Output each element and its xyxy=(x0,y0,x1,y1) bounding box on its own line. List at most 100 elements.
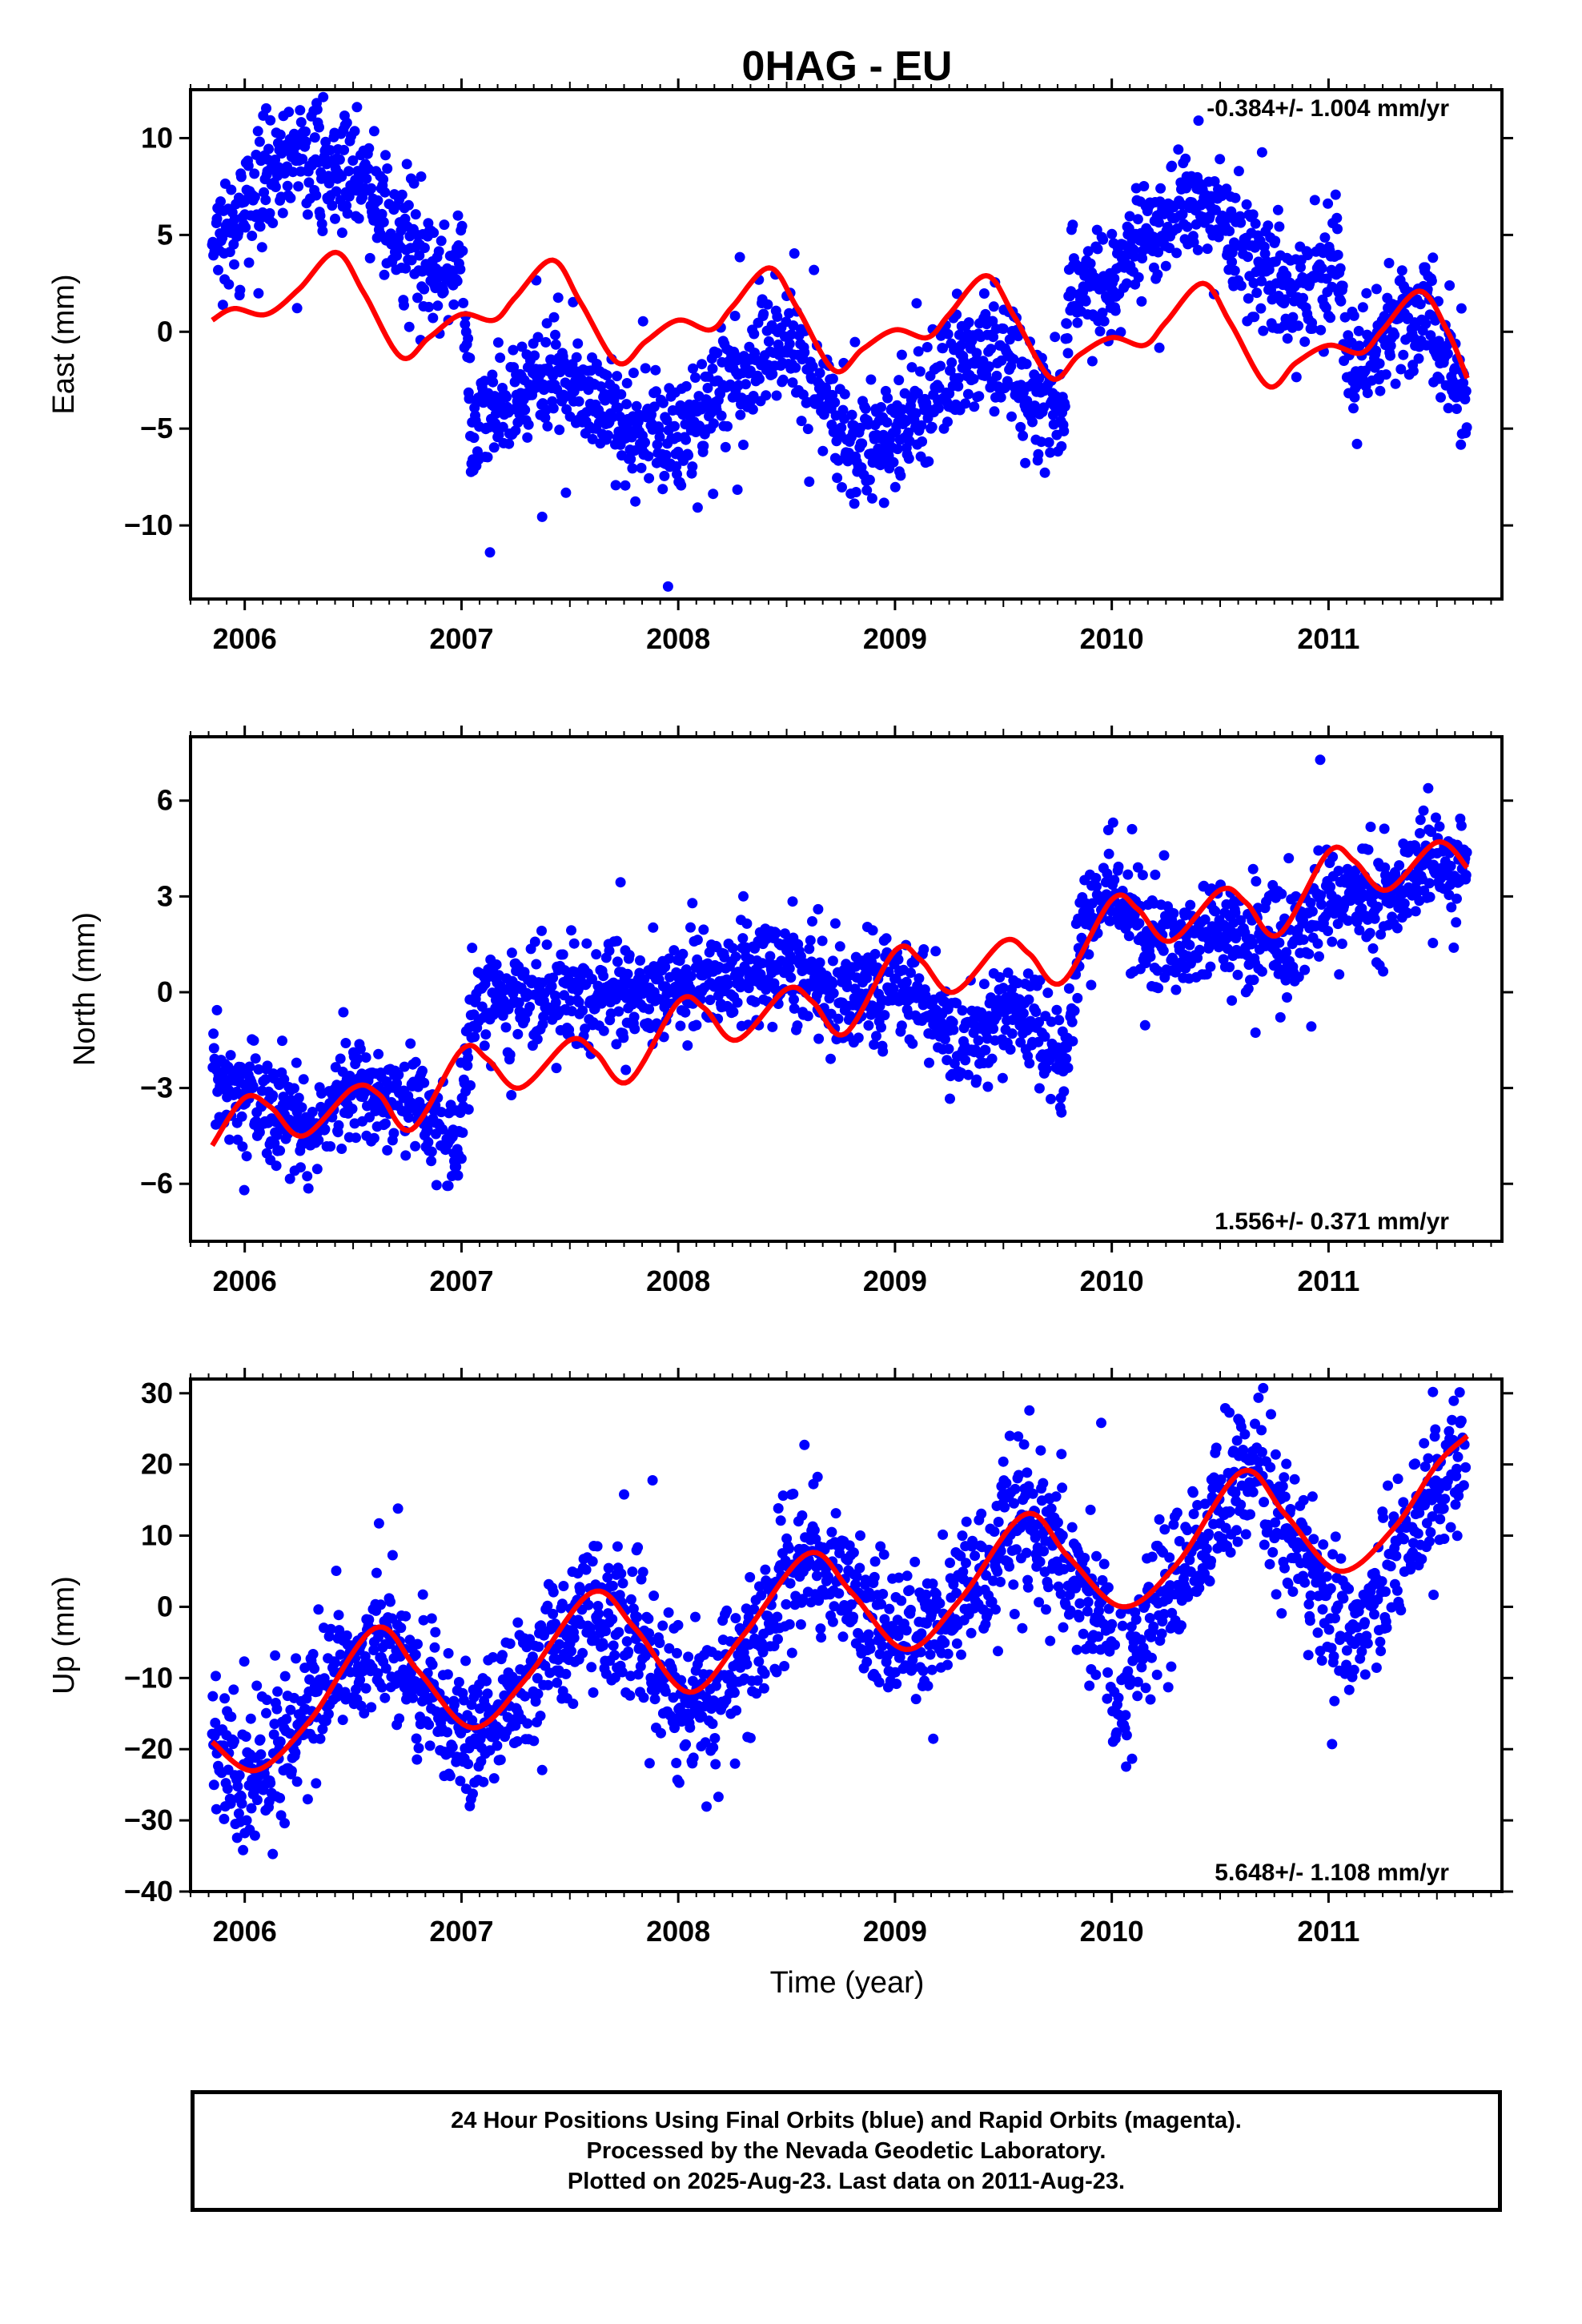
data-point xyxy=(532,1688,544,1699)
data-point xyxy=(535,1711,546,1722)
data-point xyxy=(1170,984,1182,995)
data-point xyxy=(313,1135,324,1146)
data-point xyxy=(457,245,468,256)
data-point xyxy=(577,1647,588,1659)
data-point xyxy=(624,950,635,961)
data-point xyxy=(245,1713,256,1724)
data-point xyxy=(508,344,519,356)
data-point xyxy=(536,1764,548,1775)
data-point xyxy=(311,1778,322,1789)
data-point xyxy=(945,365,956,376)
data-point xyxy=(877,1046,889,1057)
data-point xyxy=(219,1693,231,1704)
data-point xyxy=(302,1171,313,1182)
data-point xyxy=(249,1830,260,1841)
data-point xyxy=(722,420,733,432)
data-point xyxy=(286,1765,297,1776)
data-point xyxy=(260,195,271,206)
data-point xyxy=(335,1053,346,1064)
data-point xyxy=(755,969,766,979)
data-point xyxy=(896,349,907,360)
data-point xyxy=(1281,947,1292,958)
data-point xyxy=(334,154,345,165)
data-point xyxy=(495,352,506,364)
data-point xyxy=(293,1092,304,1104)
data-point xyxy=(680,1007,691,1018)
data-point xyxy=(661,449,672,460)
data-point xyxy=(651,386,661,397)
data-point xyxy=(481,1675,492,1687)
data-point xyxy=(1282,992,1292,1003)
y-tick-label: 10 xyxy=(141,121,173,154)
data-point xyxy=(612,371,623,382)
data-point xyxy=(311,104,323,115)
data-point xyxy=(226,184,237,195)
data-point xyxy=(784,338,795,349)
data-point xyxy=(412,1754,423,1765)
data-point xyxy=(1133,271,1144,283)
data-point xyxy=(598,1025,609,1036)
data-point xyxy=(463,1104,474,1115)
data-point xyxy=(277,1035,287,1047)
data-point xyxy=(627,463,638,474)
data-point xyxy=(1256,966,1267,977)
data-point xyxy=(1109,273,1120,284)
data-point xyxy=(644,1628,655,1639)
data-points xyxy=(207,1382,1472,1860)
data-point xyxy=(1153,217,1164,228)
data-point xyxy=(1042,987,1054,999)
data-point xyxy=(452,275,463,287)
data-point xyxy=(1275,1011,1286,1023)
data-point xyxy=(480,1029,492,1040)
data-point xyxy=(974,391,985,402)
data-point xyxy=(360,1683,371,1694)
data-point xyxy=(251,1680,263,1691)
data-point xyxy=(368,126,379,137)
data-point xyxy=(442,1669,453,1680)
data-point xyxy=(325,1141,336,1152)
data-point xyxy=(1034,1083,1045,1094)
data-point xyxy=(428,227,440,239)
data-point xyxy=(829,918,841,929)
data-point xyxy=(520,404,531,416)
data-point xyxy=(460,319,471,330)
data-point xyxy=(413,1743,424,1754)
data-point xyxy=(355,1043,366,1055)
data-point xyxy=(522,1718,533,1729)
data-point xyxy=(424,1740,436,1751)
data-point xyxy=(1378,966,1389,977)
data-point xyxy=(1027,416,1038,428)
data-point xyxy=(488,376,499,388)
data-point xyxy=(639,974,650,985)
data-point xyxy=(1034,975,1046,986)
data-point xyxy=(616,389,627,400)
data-point xyxy=(1323,198,1334,209)
data-point xyxy=(249,191,260,203)
data-point xyxy=(1229,265,1240,276)
data-point xyxy=(1443,890,1455,900)
data-point xyxy=(556,1598,568,1610)
data-point xyxy=(1458,377,1469,388)
data-point xyxy=(423,1136,434,1148)
data-point xyxy=(1283,853,1295,864)
data-point xyxy=(1199,914,1211,925)
data-point xyxy=(697,359,708,370)
data-point xyxy=(644,472,655,484)
data-point xyxy=(528,1735,540,1747)
data-point xyxy=(612,935,623,947)
data-point xyxy=(366,183,377,194)
data-point xyxy=(896,1020,907,1031)
data-point xyxy=(548,972,559,983)
data-point xyxy=(1191,219,1202,230)
data-point xyxy=(488,1773,500,1784)
data-point xyxy=(1192,244,1203,255)
data-point xyxy=(653,424,665,435)
data-point xyxy=(628,368,639,379)
data-point xyxy=(271,1703,283,1715)
data-point xyxy=(1004,334,1015,345)
data-point xyxy=(1166,160,1178,171)
data-point xyxy=(1279,294,1291,305)
data-point xyxy=(495,1755,506,1765)
